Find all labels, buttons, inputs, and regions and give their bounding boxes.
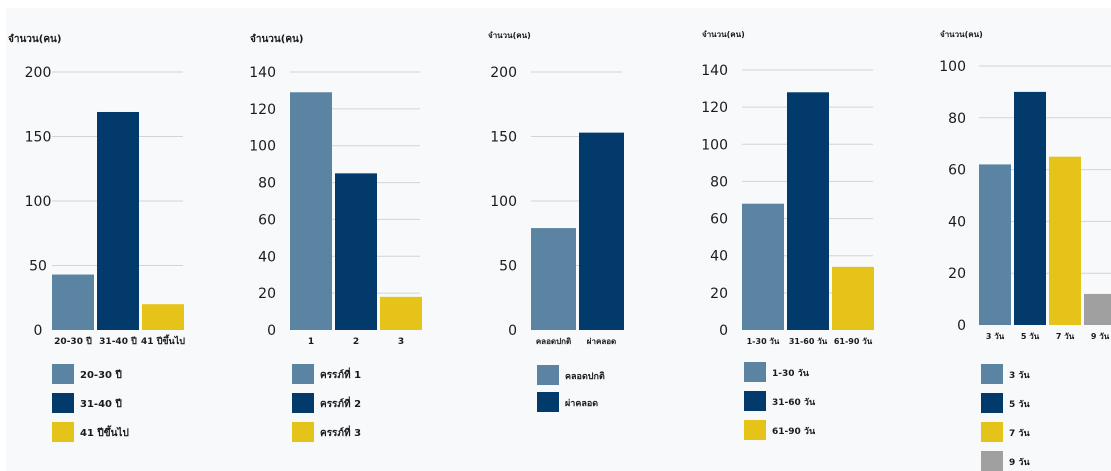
bar bbox=[742, 203, 784, 330]
x-category-label: 41 ปีขึ้นไป bbox=[141, 334, 185, 347]
x-category-label: 31-60 วัน bbox=[789, 337, 828, 346]
y-tick-label: 20 bbox=[710, 286, 728, 302]
y-tick-label: 40 bbox=[710, 249, 728, 265]
bar bbox=[787, 92, 829, 331]
y-tick-label: 200 bbox=[490, 65, 517, 81]
legend-label: 9 วัน bbox=[1009, 457, 1030, 468]
y-tick-label: 50 bbox=[29, 259, 47, 275]
legend-swatch bbox=[537, 365, 559, 385]
y-tick-label: 40 bbox=[258, 249, 276, 265]
x-category-label: ผ่าคลอด bbox=[587, 337, 616, 346]
x-category-label: 1-30 วัน bbox=[747, 337, 780, 346]
x-category-label: 3 bbox=[398, 337, 404, 347]
legend-label: 31-60 วัน bbox=[772, 397, 816, 408]
legend-label: 1-30 วัน bbox=[772, 368, 810, 379]
x-category-label: 5 วัน bbox=[1021, 332, 1040, 341]
bar bbox=[832, 266, 874, 330]
legend-label: 31-40 ปี bbox=[80, 398, 122, 410]
x-category-label: 7 วัน bbox=[1056, 332, 1075, 341]
bar bbox=[52, 274, 94, 330]
bar bbox=[579, 132, 624, 330]
bar bbox=[335, 173, 377, 330]
bar bbox=[380, 296, 422, 330]
legend-label: ครรภ์ที่ 1 bbox=[320, 367, 361, 381]
legend-label: ครรภ์ที่ 2 bbox=[320, 396, 361, 410]
y-tick-label: 40 bbox=[948, 214, 966, 230]
y-tick-label: 120 bbox=[701, 100, 728, 116]
y-tick-label: 60 bbox=[710, 212, 728, 228]
y-tick-label: 0 bbox=[508, 323, 517, 339]
legend-label: 3 วัน bbox=[1009, 370, 1030, 381]
x-category-label: 3 วัน bbox=[986, 332, 1005, 341]
y-tick-label: 20 bbox=[948, 266, 966, 282]
legend-label: ผ่าคลอด bbox=[565, 398, 598, 409]
y-tick-label: 80 bbox=[710, 174, 728, 190]
legend-swatch bbox=[744, 391, 766, 411]
legend-swatch bbox=[981, 393, 1003, 413]
y-tick-label: 100 bbox=[701, 137, 728, 153]
x-category-label: 9 วัน bbox=[1091, 332, 1110, 341]
legend-swatch bbox=[744, 420, 766, 440]
bar bbox=[1049, 156, 1081, 325]
y-tick-label: 140 bbox=[249, 65, 276, 81]
bar bbox=[1084, 293, 1111, 325]
y-tick-label: 80 bbox=[258, 176, 276, 192]
y-tick-label: 60 bbox=[948, 163, 966, 179]
y-tick-label: 150 bbox=[25, 130, 52, 146]
y-tick-label: 100 bbox=[249, 139, 276, 155]
legend-swatch bbox=[292, 393, 314, 413]
x-category-label: คลอดปกติ bbox=[536, 337, 571, 346]
legend-label: 61-90 วัน bbox=[772, 426, 816, 437]
x-category-label: 20-30 ปี bbox=[54, 336, 92, 347]
legend-label: 41 ปีขึ้นไป bbox=[80, 425, 129, 439]
y-tick-label: 120 bbox=[249, 102, 276, 118]
legend-swatch bbox=[981, 422, 1003, 442]
y-tick-label: 100 bbox=[25, 194, 52, 210]
x-category-label: 2 bbox=[353, 337, 359, 347]
x-category-label: 31-40 ปี bbox=[99, 336, 137, 347]
bar bbox=[1014, 91, 1046, 326]
legend-swatch bbox=[292, 422, 314, 442]
x-category-label: 1 bbox=[308, 337, 314, 347]
y-tick-label: 60 bbox=[258, 212, 276, 228]
x-category-label: 61-90 วัน bbox=[834, 337, 873, 346]
legend-label: คลอดปกติ bbox=[565, 371, 605, 382]
legend-label: ครรภ์ที่ 3 bbox=[320, 425, 361, 439]
y-tick-label: 200 bbox=[25, 65, 52, 81]
bar bbox=[979, 164, 1011, 325]
legend-swatch bbox=[981, 364, 1003, 384]
y-tick-label: 0 bbox=[34, 323, 43, 339]
legend-label: 5 วัน bbox=[1009, 399, 1030, 410]
y-axis-title: จำนวน(คน) bbox=[250, 33, 303, 45]
y-axis-title: จำนวน(คน) bbox=[702, 30, 745, 39]
legend-swatch bbox=[52, 393, 74, 413]
y-axis-title: จำนวน(คน) bbox=[488, 31, 531, 40]
y-tick-label: 80 bbox=[948, 111, 966, 127]
legend-swatch bbox=[52, 364, 74, 384]
y-tick-label: 150 bbox=[490, 130, 517, 146]
y-tick-label: 100 bbox=[490, 194, 517, 210]
y-tick-label: 100 bbox=[939, 59, 966, 75]
y-tick-label: 0 bbox=[719, 323, 728, 339]
y-tick-label: 20 bbox=[258, 286, 276, 302]
y-tick-label: 0 bbox=[957, 318, 966, 334]
legend-swatch bbox=[744, 362, 766, 382]
y-axis-title: จำนวน(คน) bbox=[940, 30, 983, 39]
y-tick-label: 0 bbox=[267, 323, 276, 339]
bar bbox=[290, 92, 332, 331]
legend-swatch bbox=[52, 422, 74, 442]
y-axis-title: จำนวน(คน) bbox=[8, 33, 61, 45]
bar bbox=[531, 228, 576, 330]
legend-swatch bbox=[292, 364, 314, 384]
y-tick-label: 50 bbox=[499, 259, 517, 275]
bar bbox=[142, 304, 184, 330]
legend-label: 20-30 ปี bbox=[80, 369, 122, 381]
y-tick-label: 140 bbox=[701, 63, 728, 79]
legend-label: 7 วัน bbox=[1009, 428, 1030, 439]
legend-swatch bbox=[981, 451, 1003, 471]
bar bbox=[97, 111, 139, 331]
legend-swatch bbox=[537, 392, 559, 412]
